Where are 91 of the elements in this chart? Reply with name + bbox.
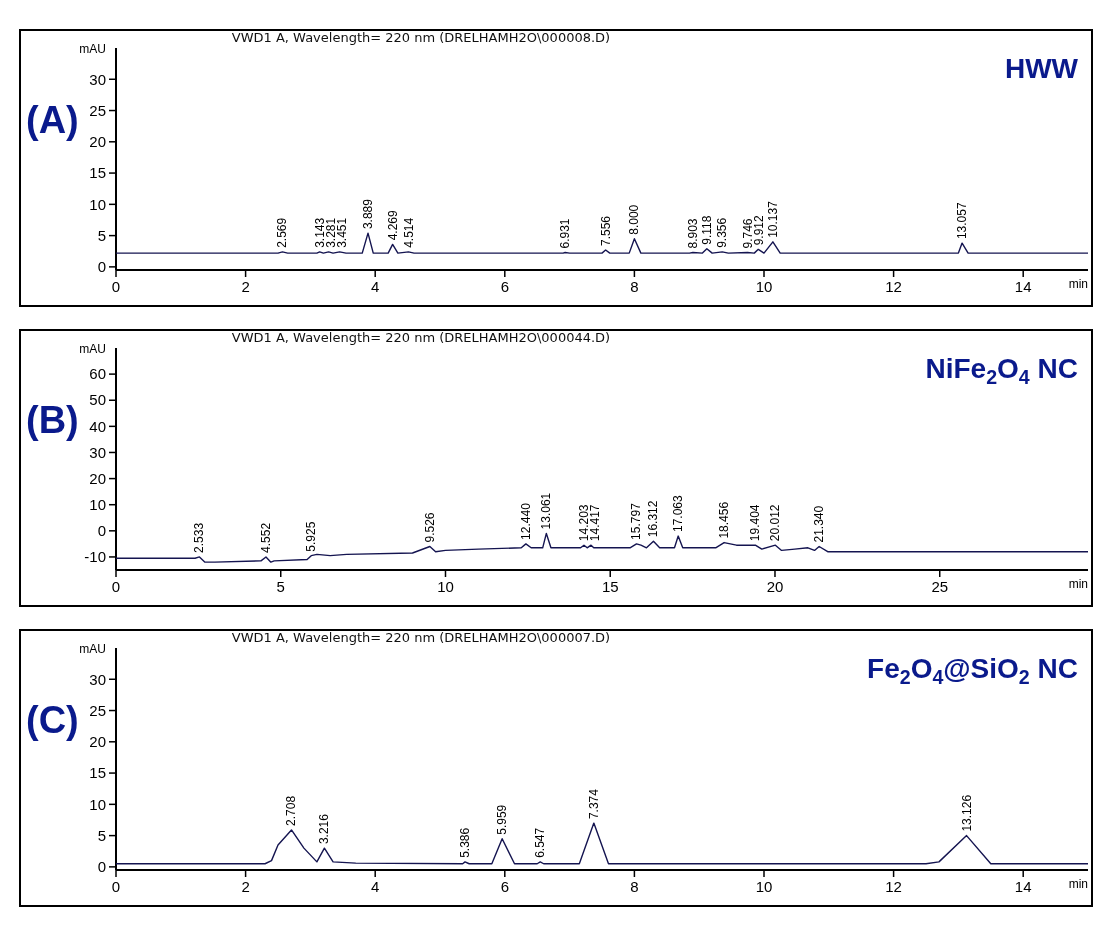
x-tick-label: 4 — [371, 278, 380, 295]
annotation: 2.569 — [275, 217, 290, 248]
annotation: Fe$_{2}$O$_{4}$@SiO$_{2}$ NC — [867, 653, 1078, 688]
y-axis-title: mAU — [79, 42, 106, 56]
y-tick-label: 10 — [89, 795, 106, 813]
x-tick-label: 6 — [500, 878, 509, 895]
annotation: 17.063 — [671, 495, 686, 533]
chart-title: VWD1 A, Wavelength= 220 nm (DRELHAMH2O\000007.D) — [231, 630, 611, 645]
annotation: 8.903 — [685, 218, 700, 249]
chart-title: VWD1 A, Wavelength= 220 nm (DRELHAMH2O\000008.D) — [231, 30, 611, 45]
x-tick-label: 0 — [111, 578, 121, 595]
x-tick-label: 4 — [371, 878, 380, 895]
annotation: 9.356 — [715, 217, 730, 248]
annotation: 13.126 — [959, 794, 974, 832]
annotation: 4.552 — [258, 522, 273, 553]
y-tick-label: 0 — [97, 522, 106, 540]
y-tick-label: -10 — [84, 548, 106, 566]
text: (A) — [26, 99, 79, 141]
annotation: 8.000 — [627, 204, 642, 235]
annotation: 7.374 — [586, 788, 601, 820]
annotation: 20.012 — [768, 504, 783, 542]
annotation: 2.533 — [192, 522, 207, 553]
y-tick-label: 50 — [89, 391, 106, 409]
x-tick-label: 2 — [241, 278, 250, 295]
annotation: 5.959 — [495, 804, 510, 835]
x-axis-title: min — [1068, 877, 1088, 891]
annotation: NiFe$_{2}$O$_{4}$ NC — [925, 353, 1078, 388]
y-tick-label: 15 — [89, 164, 106, 182]
annotation: 4.269 — [385, 210, 400, 241]
y-axis-title: mAU — [79, 642, 106, 656]
x-tick-label: 10 — [437, 578, 454, 595]
annotation: 18.456 — [717, 501, 732, 539]
y-axis-title: mAU — [79, 342, 106, 356]
text: (C) — [26, 699, 79, 741]
y-tick-label: 30 — [89, 670, 106, 688]
y-tick-label: 15 — [89, 764, 106, 782]
annotation: 4.514 — [401, 217, 416, 248]
annotation: HWW — [1004, 53, 1079, 84]
annotation: 19.404 — [748, 504, 763, 542]
chart-title: VWD1 A, Wavelength= 220 nm (DRELHAMH2O\000044.D) — [231, 330, 611, 345]
annotation: 13.057 — [955, 202, 970, 240]
annotation: 6.547 — [533, 827, 548, 858]
x-tick-label: 12 — [885, 878, 902, 895]
y-tick-label: 20 — [89, 733, 106, 751]
x-tick-label: 10 — [755, 278, 773, 295]
y-tick-label: 40 — [89, 417, 106, 435]
annotation: 12.440 — [518, 502, 533, 540]
annotation: 13.061 — [539, 492, 554, 530]
y-tick-label: 5 — [97, 226, 106, 244]
x-tick-label: 8 — [630, 878, 639, 895]
annotation: 7.556 — [598, 215, 613, 246]
x-tick-label: 14 — [1014, 878, 1032, 895]
x-tick-label: 6 — [500, 278, 509, 295]
x-tick-label: 15 — [601, 578, 619, 595]
annotation: 5.925 — [304, 521, 319, 552]
x-axis-title: min — [1068, 577, 1088, 591]
text: (B) — [26, 399, 79, 441]
annotation: 15.797 — [629, 502, 644, 540]
x-tick-label: 10 — [755, 878, 773, 895]
annotation: 2.708 — [284, 795, 299, 826]
x-tick-label: 25 — [931, 578, 949, 595]
annotation: 21.340 — [812, 505, 827, 543]
annotation: 5.386 — [458, 827, 473, 858]
y-tick-label: 20 — [89, 133, 106, 151]
x-tick-label: 20 — [766, 578, 784, 595]
x-tick-label: 12 — [885, 278, 902, 295]
y-tick-label: 60 — [89, 365, 106, 383]
x-tick-label: 8 — [630, 278, 639, 295]
annotation: 9.526 — [422, 512, 437, 543]
annotation: 16.312 — [646, 500, 661, 538]
annotation: 6.931 — [558, 218, 573, 249]
y-tick-label: 10 — [89, 195, 106, 213]
x-tick-label: 5 — [276, 578, 285, 595]
annotation: 10.137 — [765, 200, 780, 238]
y-tick-label: 20 — [89, 469, 106, 487]
x-axis-title: min — [1068, 277, 1088, 291]
y-tick-label: 30 — [89, 443, 106, 461]
annotation: 9.118 — [699, 215, 714, 245]
y-tick-label: 5 — [97, 826, 106, 844]
annotation: 3.216 — [317, 813, 332, 845]
x-tick-label: 2 — [241, 878, 250, 895]
y-tick-label: 0 — [97, 258, 106, 276]
x-tick-label: 0 — [111, 278, 121, 295]
y-tick-label: 10 — [89, 495, 106, 513]
y-tick-label: 25 — [89, 701, 106, 719]
x-tick-label: 14 — [1014, 278, 1032, 295]
y-tick-label: 25 — [89, 101, 106, 119]
x-tick-label: 0 — [111, 878, 121, 895]
annotation: 3.889 — [361, 198, 376, 230]
y-tick-label: 0 — [97, 858, 106, 876]
y-tick-label: 30 — [89, 70, 106, 88]
